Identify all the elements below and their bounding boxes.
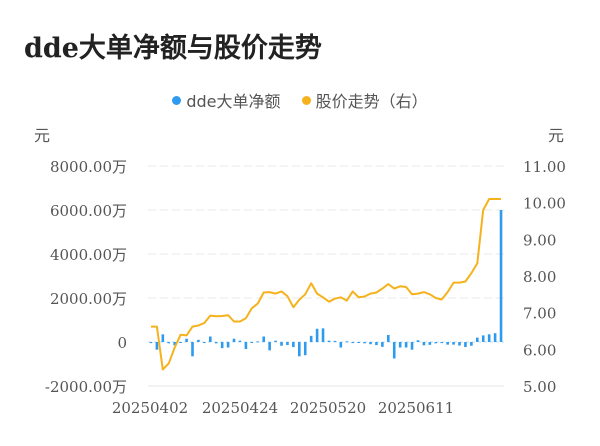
bar[interactable] — [339, 342, 343, 348]
bar[interactable] — [369, 342, 372, 345]
x-tick-label: 20250520 — [290, 399, 366, 417]
left-tick-label: 2000.00万 — [50, 290, 127, 308]
bar[interactable] — [392, 342, 396, 359]
left-axis: 8000.00万 6000.00万 4000.00万 2000.00万 0 -2000.0… — [34, 126, 127, 396]
x-tick-label: 20250402 — [112, 399, 188, 417]
bar[interactable] — [226, 342, 230, 348]
bar[interactable] — [458, 342, 461, 346]
bar[interactable] — [434, 342, 438, 344]
left-tick-label: -2000.00万 — [45, 378, 127, 396]
chart-title: dde大单净额与股价走势 — [24, 33, 322, 64]
bar[interactable] — [250, 342, 254, 343]
bar[interactable] — [464, 342, 467, 348]
bar[interactable] — [499, 210, 503, 342]
bar[interactable] — [363, 342, 366, 344]
bar[interactable] — [173, 342, 176, 346]
legend-dot-icon — [301, 95, 311, 105]
left-unit-label: 元 — [34, 126, 50, 145]
x-tick-label: 20250611 — [378, 399, 454, 417]
bar[interactable] — [404, 342, 408, 348]
right-tick-label: 7.00 — [523, 305, 556, 323]
bar[interactable] — [256, 341, 260, 343]
bar[interactable] — [387, 334, 390, 342]
bar[interactable] — [470, 342, 473, 346]
bar[interactable] — [493, 333, 497, 342]
bar[interactable] — [428, 342, 432, 345]
bar[interactable] — [476, 337, 479, 342]
bar[interactable] — [203, 342, 206, 343]
bar[interactable] — [452, 342, 455, 345]
bar[interactable] — [149, 342, 153, 344]
bar[interactable] — [416, 340, 420, 342]
bar[interactable] — [351, 342, 354, 344]
bar[interactable] — [280, 342, 283, 346]
bar[interactable] — [375, 342, 378, 346]
bar[interactable] — [487, 334, 491, 342]
bar[interactable] — [179, 342, 182, 343]
bar[interactable] — [333, 340, 337, 342]
bar[interactable] — [197, 339, 200, 342]
bar[interactable] — [268, 342, 271, 351]
bar[interactable] — [274, 340, 277, 342]
bar[interactable] — [220, 342, 224, 349]
bar[interactable] — [209, 336, 212, 343]
bar[interactable] — [292, 342, 295, 348]
legend-item-price[interactable]: 股价走势（右） — [301, 88, 428, 112]
bar[interactable] — [357, 342, 360, 343]
bar[interactable] — [286, 342, 289, 346]
bar[interactable] — [410, 342, 414, 350]
bar[interactable] — [244, 342, 248, 350]
bar[interactable] — [232, 338, 236, 342]
legend: dde大单净额 股价走势（右） — [0, 88, 600, 112]
bar[interactable] — [315, 328, 319, 342]
legend-label: dde大单净额 — [186, 92, 281, 111]
right-tick-label: 8.00 — [523, 268, 556, 286]
bar[interactable] — [167, 342, 171, 344]
bar[interactable] — [398, 342, 402, 348]
right-unit-label: 元 — [548, 126, 564, 145]
bar[interactable] — [422, 342, 426, 346]
bar[interactable] — [298, 342, 301, 357]
x-tick-label: 20250424 — [202, 399, 278, 417]
right-tick-label: 10.00 — [523, 195, 566, 213]
gridlines — [148, 165, 504, 387]
bar[interactable] — [155, 342, 159, 350]
bar[interactable] — [440, 342, 443, 344]
bar[interactable] — [321, 328, 325, 342]
bar[interactable] — [191, 342, 194, 357]
bar[interactable] — [345, 341, 349, 343]
right-tick-label: 5.00 — [523, 378, 556, 396]
price-line[interactable] — [151, 198, 501, 371]
bar[interactable] — [214, 342, 218, 344]
bar[interactable] — [161, 334, 165, 342]
bar-series — [149, 210, 503, 359]
left-tick-label: 4000.00万 — [50, 246, 127, 264]
bar[interactable] — [381, 342, 384, 347]
bar[interactable] — [238, 340, 242, 342]
bar[interactable] — [185, 338, 188, 342]
right-tick-label: 9.00 — [523, 231, 556, 249]
right-axis: 11.00 10.00 9.00 8.00 7.00 6.00 5.00 元 — [523, 126, 566, 396]
bar[interactable] — [446, 342, 449, 345]
line-series — [151, 198, 501, 371]
bar[interactable] — [262, 336, 265, 343]
x-axis: 20250402 20250424 20250520 20250611 — [112, 399, 454, 417]
left-tick-label: 8000.00万 — [50, 158, 127, 176]
legend-label: 股价走势（右） — [315, 92, 428, 111]
left-tick-label: 0 — [117, 334, 127, 352]
legend-item-dde[interactable]: dde大单净额 — [172, 88, 281, 112]
bar[interactable] — [327, 340, 331, 342]
bar[interactable] — [309, 335, 313, 342]
right-tick-label: 6.00 — [523, 341, 556, 359]
bar[interactable] — [303, 342, 307, 356]
left-tick-label: 6000.00万 — [50, 202, 127, 220]
legend-dot-icon — [172, 95, 182, 105]
right-tick-label: 11.00 — [523, 158, 566, 176]
bar[interactable] — [481, 335, 485, 342]
